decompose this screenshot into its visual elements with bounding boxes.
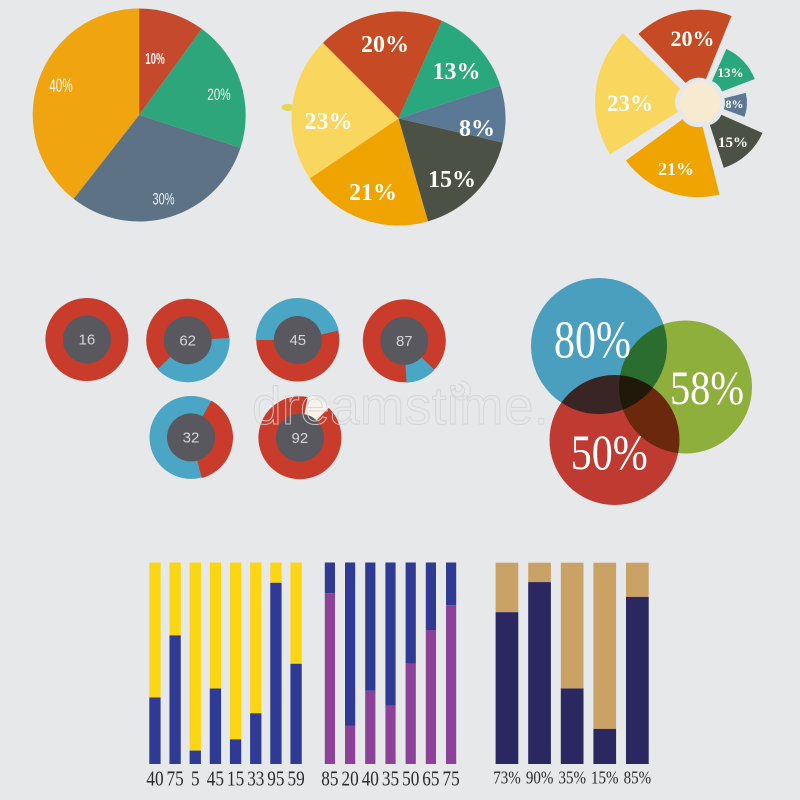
svg-text:58%: 58% — [670, 362, 744, 415]
svg-text:20%: 20% — [671, 26, 715, 51]
svg-text:92: 92 — [292, 430, 309, 447]
svg-text:33: 33 — [247, 767, 264, 791]
svg-text:59: 59 — [288, 767, 305, 791]
svg-text:20%: 20% — [207, 85, 231, 104]
svg-text:13%: 13% — [718, 65, 744, 80]
svg-text:13%: 13% — [433, 59, 481, 85]
svg-text:65: 65 — [422, 767, 439, 791]
svg-text:87: 87 — [396, 333, 413, 350]
svg-text:30%: 30% — [153, 190, 175, 209]
svg-text:62: 62 — [179, 332, 196, 349]
svg-text:15: 15 — [227, 767, 244, 791]
svg-text:80%: 80% — [554, 312, 631, 370]
svg-text:21%: 21% — [349, 180, 397, 206]
svg-text:45: 45 — [289, 332, 306, 349]
svg-text:35: 35 — [382, 767, 399, 791]
svg-text:10%: 10% — [145, 51, 165, 68]
svg-text:95: 95 — [267, 767, 284, 791]
svg-text:40%: 40% — [49, 76, 73, 97]
svg-text:16: 16 — [79, 332, 96, 349]
svg-text:40: 40 — [146, 767, 163, 791]
svg-text:45: 45 — [207, 767, 224, 791]
svg-text:50%: 50% — [571, 424, 648, 480]
svg-text:73%: 73% — [493, 768, 521, 788]
svg-text:23%: 23% — [607, 91, 653, 116]
svg-text:20: 20 — [342, 767, 359, 791]
svg-text:85%: 85% — [624, 768, 652, 788]
svg-text:8%: 8% — [459, 116, 495, 142]
svg-text:5: 5 — [191, 767, 200, 791]
svg-text:50: 50 — [402, 767, 419, 791]
svg-text:23%: 23% — [305, 109, 353, 135]
svg-text:75: 75 — [167, 767, 184, 791]
svg-text:90%: 90% — [526, 768, 554, 788]
svg-text:15%: 15% — [591, 768, 619, 788]
svg-text:20%: 20% — [361, 32, 409, 58]
svg-text:35%: 35% — [558, 768, 586, 788]
svg-text:32: 32 — [183, 430, 200, 447]
svg-text:8%: 8% — [726, 97, 744, 111]
svg-text:15%: 15% — [428, 167, 476, 193]
svg-text:21%: 21% — [658, 159, 694, 179]
svg-text:85: 85 — [321, 767, 338, 791]
svg-text:dreamstime.: dreamstime. — [252, 377, 549, 436]
svg-text:15%: 15% — [718, 135, 748, 151]
svg-text:40: 40 — [362, 767, 379, 791]
svg-text:75: 75 — [443, 767, 460, 791]
